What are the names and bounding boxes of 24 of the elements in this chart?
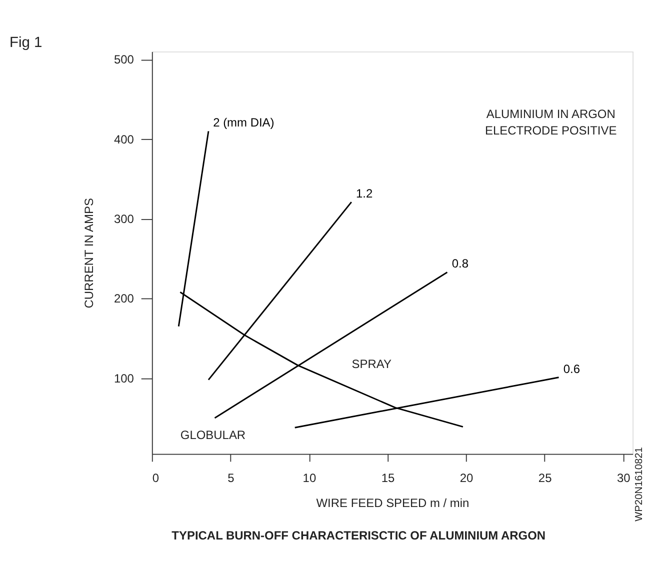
x-tick-label: 25 — [538, 470, 552, 485]
y-tick-label: 500 — [114, 52, 134, 67]
y-axis-title: CURRENT IN AMPS — [82, 198, 96, 308]
series-label: 0.8 — [452, 256, 469, 271]
annotation: GLOBULAR — [180, 428, 246, 442]
y-tick-label: 400 — [114, 132, 134, 146]
x-tick-label: 20 — [460, 470, 474, 485]
y-tick-label: 100 — [114, 371, 134, 386]
x-tick-label: 5 — [228, 470, 235, 485]
annotation: SPRAY — [352, 357, 392, 372]
y-tick-label: 300 — [114, 212, 134, 226]
text: Fig 1 — [9, 34, 42, 51]
y-tick-label: 200 — [114, 292, 134, 306]
series-label: 0.6 — [563, 362, 580, 376]
x-tick-label: 10 — [302, 470, 316, 485]
text: WP20N1610821 — [634, 446, 645, 522]
annotation: ALUMINIUM IN ARGON ELECTRODE POSITIVE — [485, 106, 617, 138]
x-tick-label: 30 — [616, 470, 631, 485]
x-tick-label: 0 — [152, 470, 160, 485]
x-axis-title: WIRE FEED SPEED m / min — [316, 496, 470, 510]
series-label: 2 (mm DIA) — [213, 116, 274, 130]
x-tick-label: 15 — [381, 470, 395, 485]
text: TYPICAL BURN-OFF CHARACTERISCTIC OF ALUMINIUM ARGON — [172, 528, 546, 543]
series-label: 1.2 — [356, 186, 374, 200]
